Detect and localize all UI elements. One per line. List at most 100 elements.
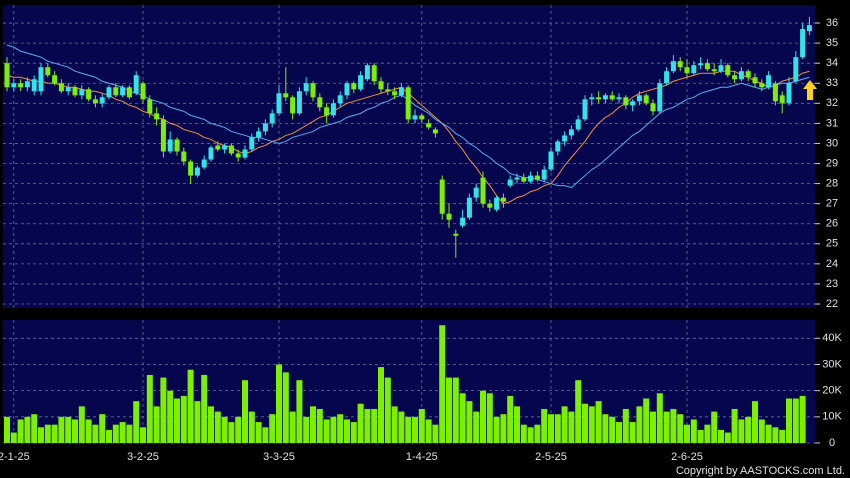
candle-body (514, 177, 520, 180)
candle-body (419, 115, 425, 120)
volume-bar (514, 406, 520, 443)
volume-bar (616, 422, 622, 443)
y-tick-label: 25 (826, 238, 838, 250)
candle-body (466, 197, 472, 218)
candle-body (215, 145, 221, 150)
candle-body (473, 187, 479, 198)
volume-bar (126, 424, 133, 443)
y-tick-label: 29 (826, 157, 838, 169)
volume-bar (745, 416, 752, 443)
candle-body (364, 65, 370, 80)
candle-body (507, 179, 513, 186)
volume-bar (697, 429, 704, 443)
volume-bar (595, 401, 602, 443)
volume-bar (568, 411, 575, 443)
volume-bar (31, 414, 38, 443)
volume-bar (527, 427, 534, 443)
candle-body (86, 89, 92, 100)
candle-body (500, 197, 506, 202)
y-tick-label: 26 (826, 218, 838, 230)
candle-body (269, 113, 275, 124)
volume-bar (221, 416, 228, 443)
volume-bar (486, 393, 493, 443)
candle-body (52, 75, 58, 84)
volume-bar (507, 395, 514, 443)
volume-bar (310, 406, 316, 443)
candle-body (582, 99, 588, 120)
candle-body (371, 65, 377, 82)
x-tick-label: 1-4-25 (406, 451, 438, 463)
volume-bar (289, 411, 296, 443)
x-tick-label: 2-1-25 (0, 451, 30, 463)
candle-body (772, 83, 778, 102)
candle-body (147, 99, 153, 114)
volume-bar (724, 432, 731, 443)
candle-body (439, 179, 445, 214)
y-tick-label: 22 (826, 298, 838, 310)
volume-bar (167, 390, 174, 443)
candle-body (793, 57, 799, 82)
volume-bar (738, 419, 745, 443)
volume-bar (350, 422, 357, 443)
volume-bar (316, 408, 323, 443)
volume-bar (174, 398, 180, 443)
volume-bar (432, 424, 439, 443)
y-tick-label: 32 (826, 97, 838, 109)
candle-body (657, 83, 663, 112)
volume-bar (323, 419, 330, 443)
volume-bar (670, 408, 677, 443)
candle-body (562, 135, 568, 142)
candle-body (636, 95, 642, 102)
candle-body (65, 87, 71, 92)
y-tick-label: 20K (822, 385, 842, 397)
volume-bar (480, 390, 486, 443)
volume-bar (792, 398, 799, 443)
candle-body (630, 101, 636, 106)
volume-bar (92, 424, 99, 443)
candle-body (99, 97, 105, 104)
volume-bar (541, 408, 548, 443)
volume-bar (194, 401, 201, 443)
candle-body (392, 91, 398, 96)
volume-bar (187, 369, 194, 443)
candle-body (589, 97, 595, 100)
candle-body (126, 87, 132, 98)
y-tick-label: 30K (822, 358, 842, 370)
candle-body (222, 145, 228, 150)
candle-body (487, 203, 493, 208)
volume-bar (398, 411, 405, 443)
y-tick-label: 33 (826, 77, 838, 89)
candle-body (24, 81, 30, 88)
candle-body (201, 159, 207, 168)
candle-body (276, 93, 282, 114)
candle-body (718, 65, 724, 72)
volume-bar (296, 380, 303, 443)
volume-bar (418, 408, 425, 443)
candle-body (453, 233, 459, 236)
volume-bar (758, 419, 765, 443)
volume-bar (412, 416, 418, 443)
candle-body (317, 97, 323, 108)
volume-bar (228, 422, 235, 443)
volume-bar (78, 406, 85, 443)
y-tick-label: 34 (826, 57, 838, 69)
volume-bar (405, 416, 412, 443)
volume-bar (561, 406, 568, 443)
candle-body (358, 75, 364, 90)
candle-body (31, 79, 37, 92)
volume-bar (622, 408, 629, 443)
candle-body (704, 63, 710, 70)
volume-bar (772, 427, 779, 443)
volume-bar (391, 406, 398, 443)
candle-body (650, 103, 656, 112)
candle-body (759, 83, 765, 88)
volume-bar (473, 411, 480, 443)
volume-bar (520, 424, 527, 443)
candle-body (38, 67, 44, 92)
volume-bar (663, 411, 670, 443)
volume-bar (575, 380, 582, 443)
volume-bar (24, 416, 31, 443)
candle-body (480, 177, 486, 204)
y-tick-label: 27 (826, 198, 838, 210)
volume-bar (711, 411, 718, 443)
